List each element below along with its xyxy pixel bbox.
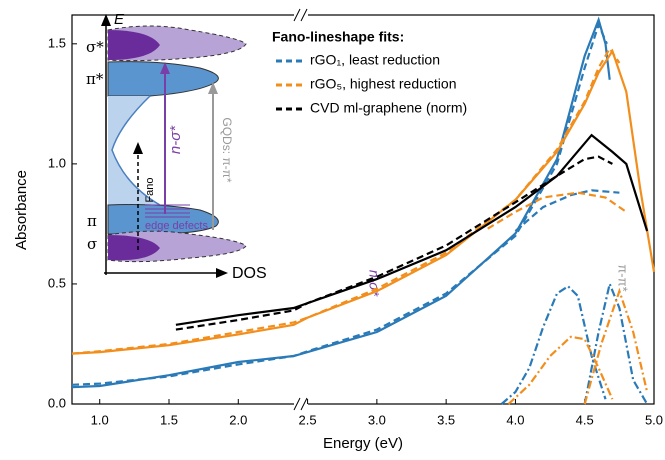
- inset-dos-label: DOS: [232, 265, 267, 282]
- inset-band-label: σ*: [86, 38, 104, 56]
- inset-defects-label: edge defects: [145, 220, 208, 232]
- x-axis-label: Energy (eV): [323, 435, 403, 452]
- axis-break: [293, 8, 308, 411]
- x-tick-label: 1.5: [160, 412, 178, 427]
- inset-band-label: π*: [86, 70, 104, 88]
- series-line: [71, 46, 621, 355]
- y-tick-label: 1.5: [48, 35, 66, 50]
- series-line: [175, 133, 649, 326]
- legend-label: rGO₅, highest reduction: [310, 76, 457, 92]
- legend-title: Fano-lineshape fits:: [272, 29, 404, 45]
- x-tick-label: 5.0: [645, 412, 663, 427]
- x-tick-label: 4.5: [576, 412, 594, 427]
- series-line: [583, 287, 649, 405]
- y-tick-label: 1.0: [48, 155, 66, 170]
- x-tick-label: 1.0: [91, 412, 109, 427]
- series-line: [175, 155, 613, 331]
- series-line: [583, 280, 649, 405]
- inset-fano-label: Fano: [144, 177, 156, 202]
- inset-energy-label: E: [114, 11, 125, 28]
- x-tick-label: 3.0: [368, 412, 386, 427]
- series-line: [500, 284, 607, 405]
- x-tick-label: 3.5: [437, 412, 455, 427]
- legend-label: CVD ml-graphene (norm): [310, 100, 467, 116]
- annotation: π-π*: [616, 264, 631, 291]
- y-tick-label: 0.0: [48, 395, 66, 410]
- x-tick-label: 2.0: [229, 412, 247, 427]
- y-tick-label: 0.5: [48, 275, 66, 290]
- x-tick-label: 4.0: [506, 412, 524, 427]
- inset: [101, 14, 247, 278]
- inset-band-label: π: [87, 212, 97, 230]
- series-line: [71, 48, 656, 355]
- legend-label: rGO₁, least reduction: [310, 52, 440, 68]
- series-line: [514, 189, 620, 232]
- inset-gqds-label: GQDs: π-π*: [220, 117, 234, 183]
- series-line: [487, 191, 627, 230]
- x-tick-label: 2.5: [299, 412, 317, 427]
- plot-frame: [71, 14, 655, 405]
- series-line: [71, 16, 611, 389]
- series-line: [71, 21, 608, 386]
- series-line: [507, 335, 614, 405]
- y-axis-label: Absorbance: [13, 170, 30, 250]
- inset-transition-label: n-σ*: [167, 125, 184, 154]
- inset-band-label: σ: [87, 235, 97, 253]
